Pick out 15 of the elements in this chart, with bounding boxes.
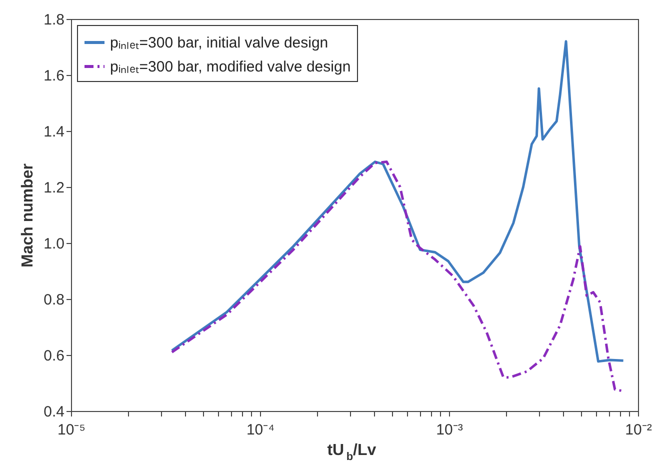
x-tick-label: 10⁻⁵ bbox=[58, 422, 86, 438]
y-tick-label: 1.8 bbox=[44, 12, 64, 28]
y-tick-label: 0.8 bbox=[44, 292, 64, 308]
y-tick-label: 0.4 bbox=[44, 404, 64, 420]
x-tick-label: 10⁻⁴ bbox=[246, 422, 275, 438]
y-tick-label: 1.2 bbox=[44, 180, 64, 196]
y-tick-label: 1.6 bbox=[44, 68, 64, 84]
y-axis-title: Mach number bbox=[20, 163, 37, 268]
x-tick-label: 10⁻² bbox=[625, 422, 652, 438]
y-tick-label: 0.6 bbox=[44, 348, 64, 364]
x-tick-label: 10⁻³ bbox=[436, 422, 463, 438]
legend-label: pᵢₙₗₑₜ=300 bar, initial valve design bbox=[110, 34, 328, 52]
legend-label: pᵢₙₗₑₜ=300 bar, modified valve design bbox=[110, 58, 351, 76]
y-tick-label: 1.0 bbox=[44, 236, 64, 252]
y-tick-label: 1.4 bbox=[44, 124, 64, 140]
